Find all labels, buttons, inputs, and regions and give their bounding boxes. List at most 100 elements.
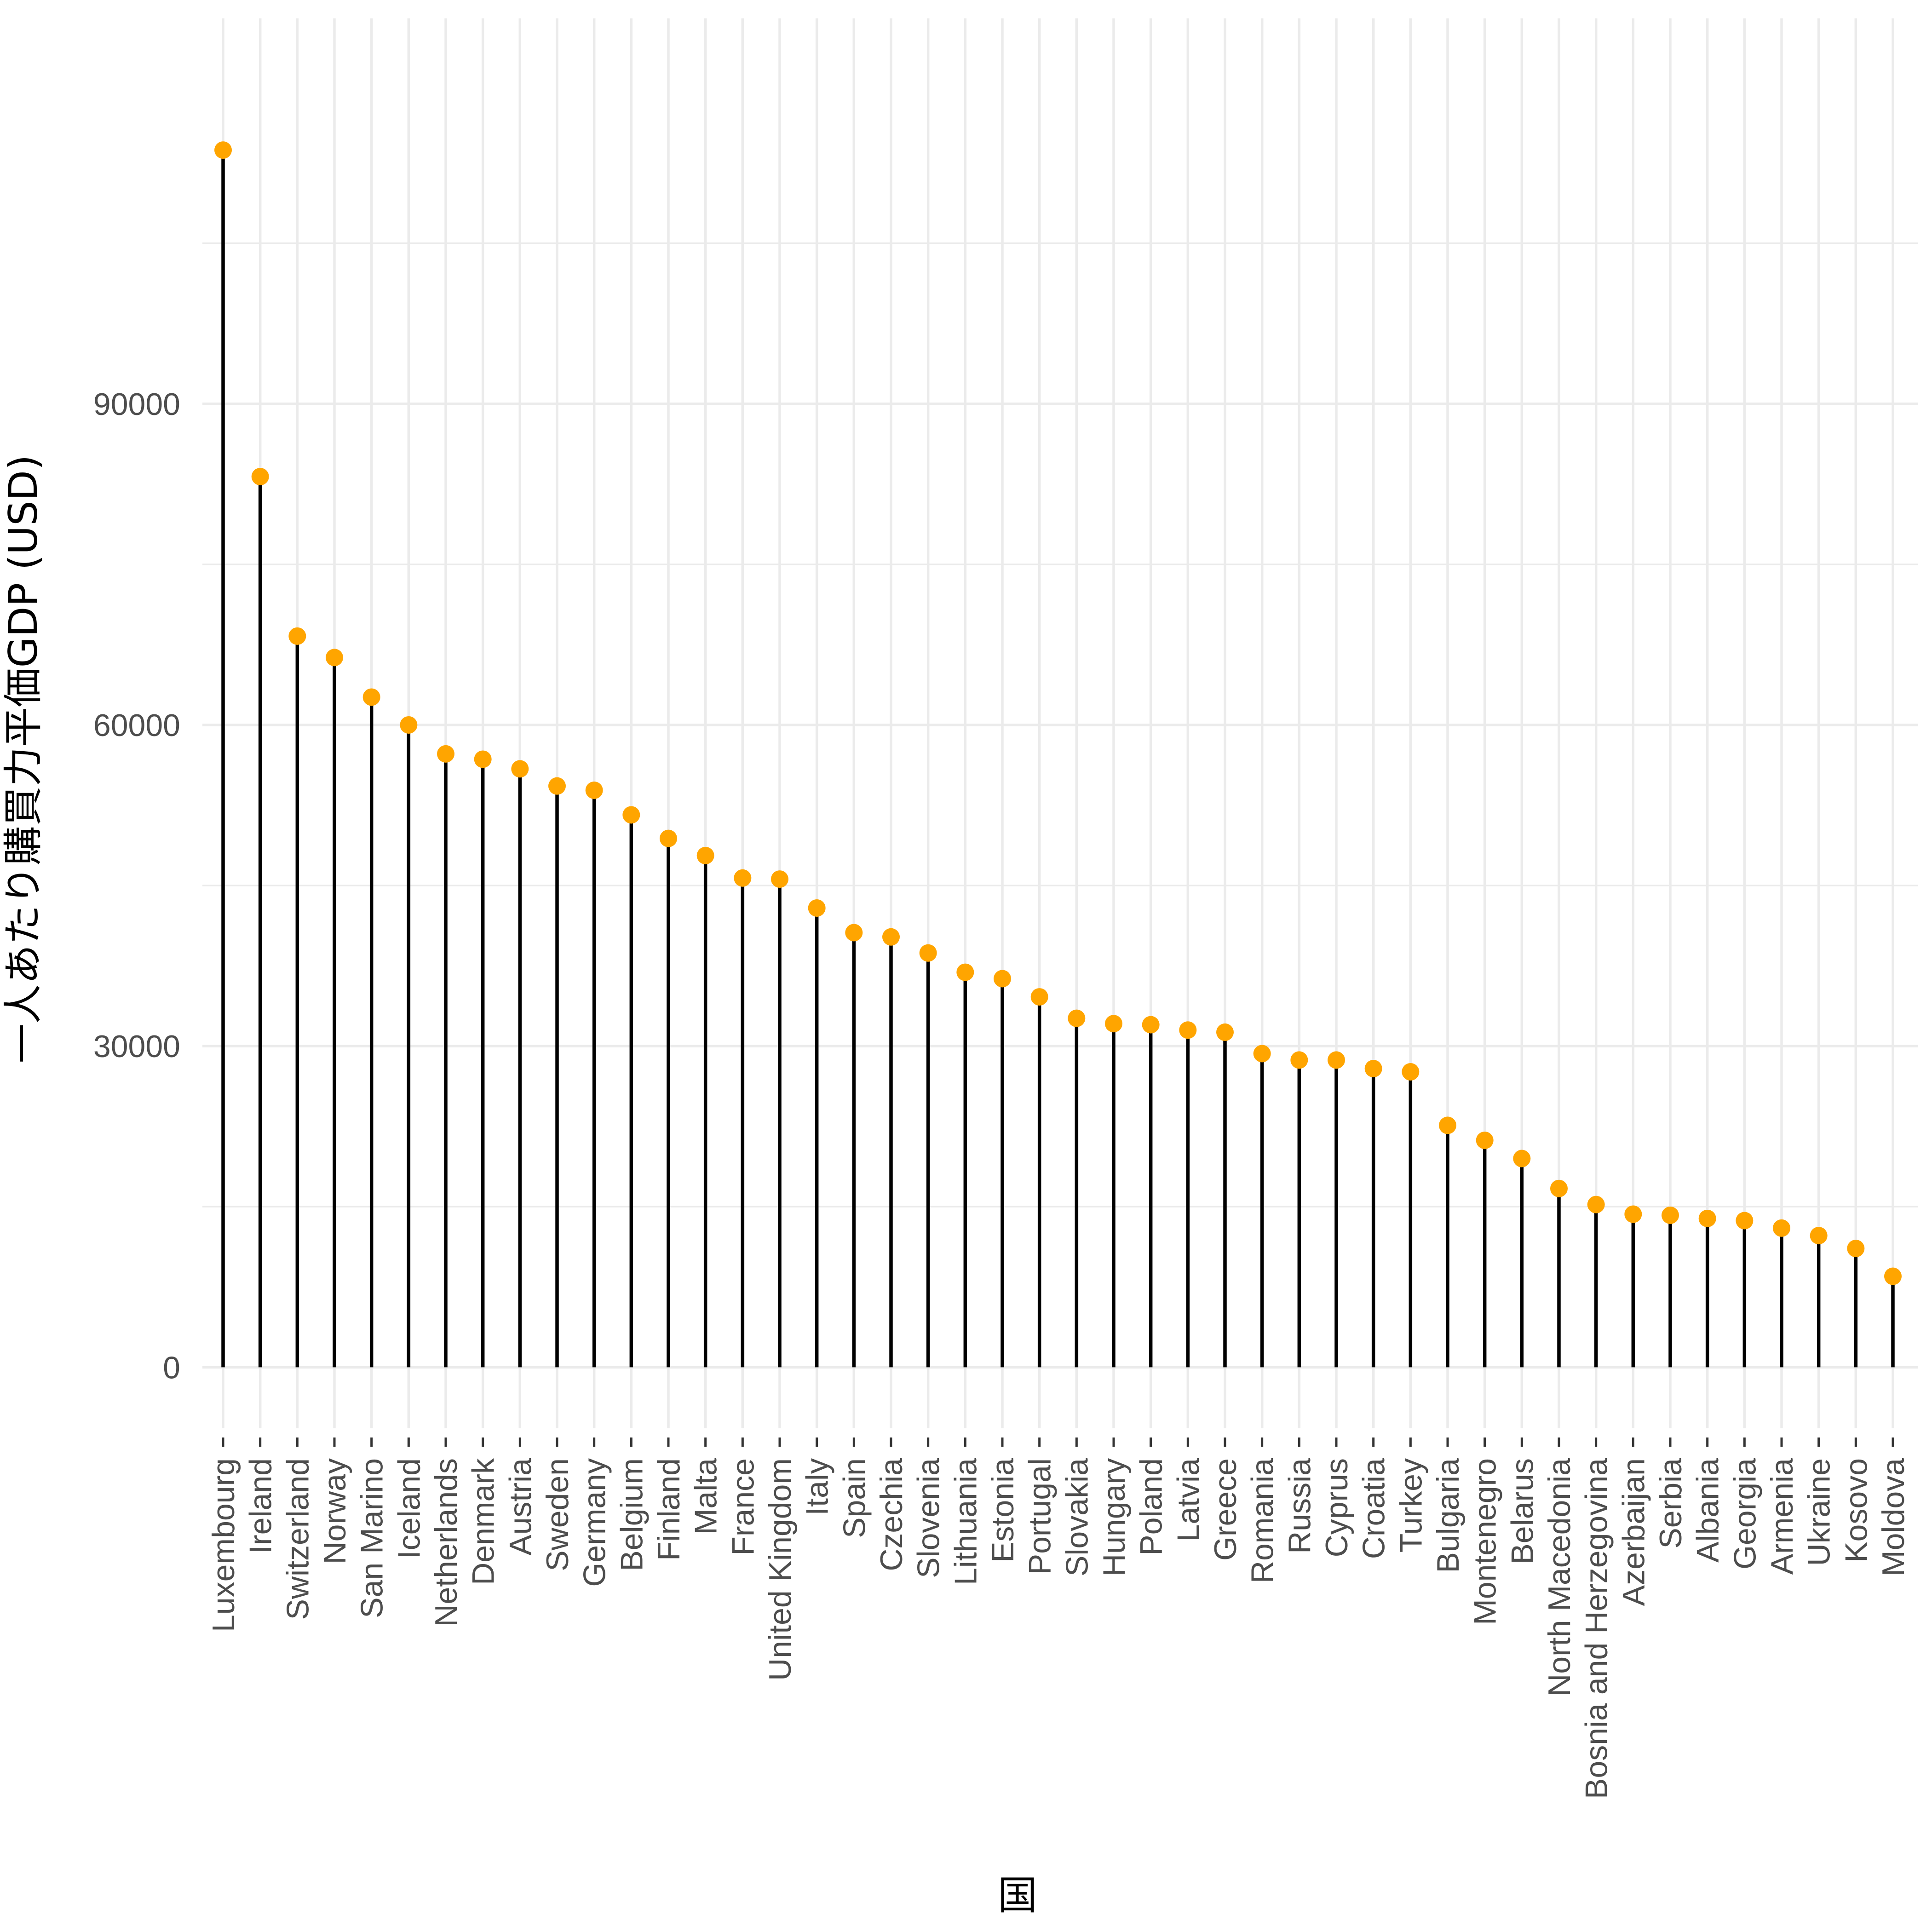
y-tick-label: 30000 bbox=[93, 1029, 180, 1064]
x-tick-label: Turkey bbox=[1393, 1458, 1428, 1552]
x-tick-label: Romania bbox=[1245, 1458, 1280, 1583]
point-switzerland bbox=[288, 627, 306, 645]
point-serbia bbox=[1662, 1206, 1679, 1224]
point-russia bbox=[1290, 1051, 1308, 1069]
y-tick-label: 60000 bbox=[93, 708, 180, 743]
x-tick-label: North Macedonia bbox=[1542, 1458, 1577, 1696]
x-tick-label: Latvia bbox=[1171, 1458, 1206, 1542]
x-tick-label: Moldova bbox=[1876, 1458, 1911, 1576]
point-estonia bbox=[994, 970, 1011, 988]
point-malta bbox=[696, 846, 714, 864]
point-czechia bbox=[882, 928, 900, 946]
point-slovakia bbox=[1068, 1009, 1086, 1027]
x-tick-label: Czechia bbox=[874, 1458, 909, 1571]
point-ukraine bbox=[1810, 1227, 1828, 1245]
x-tick-label: Sweden bbox=[540, 1458, 575, 1571]
point-cyprus bbox=[1328, 1051, 1345, 1069]
points bbox=[214, 141, 1902, 1285]
x-axis-ticks: Luxembourg Ireland Switzerland Norway San Ma… bbox=[206, 1438, 1911, 1799]
y-tick-label: 0 bbox=[163, 1350, 180, 1385]
point-moldova bbox=[1884, 1267, 1902, 1285]
point-ireland bbox=[251, 468, 269, 486]
point-netherlands bbox=[437, 745, 454, 763]
point-sweden bbox=[548, 777, 566, 795]
x-tick-label: Belgium bbox=[614, 1458, 649, 1571]
y-tick-label: 90000 bbox=[93, 387, 180, 422]
point-germany bbox=[585, 781, 603, 799]
x-tick-label: United Kingdom bbox=[763, 1458, 798, 1681]
point-san-marino bbox=[362, 688, 380, 706]
point-portugal bbox=[1030, 988, 1048, 1006]
point-hungary bbox=[1105, 1015, 1122, 1033]
x-tick-label: Slovenia bbox=[911, 1458, 946, 1578]
point-slovenia bbox=[919, 944, 937, 962]
x-tick-label: France bbox=[725, 1458, 760, 1556]
x-tick-label: Switzerland bbox=[280, 1458, 315, 1620]
x-tick-label: Norway bbox=[317, 1458, 352, 1564]
point-croatia bbox=[1364, 1060, 1382, 1078]
point-poland bbox=[1142, 1016, 1160, 1034]
x-tick-label: Croatia bbox=[1357, 1458, 1392, 1559]
x-tick-label: Portugal bbox=[1023, 1458, 1058, 1575]
point-united-kingdom bbox=[771, 870, 788, 888]
x-tick-label: Serbia bbox=[1653, 1458, 1688, 1549]
point-turkey bbox=[1402, 1063, 1420, 1081]
y-axis-title: 一人あたり購買力平価GDP (USD) bbox=[0, 455, 46, 1064]
point-spain bbox=[845, 924, 863, 942]
point-north-macedonia bbox=[1550, 1179, 1568, 1197]
point-belgium bbox=[622, 806, 640, 824]
point-bosnia-and-herzegovina bbox=[1587, 1196, 1605, 1213]
x-tick-label: Bulgaria bbox=[1431, 1458, 1466, 1573]
x-tick-label: Slovakia bbox=[1059, 1458, 1094, 1576]
point-belarus bbox=[1513, 1150, 1531, 1167]
point-albania bbox=[1698, 1209, 1716, 1227]
x-tick-label: Cyprus bbox=[1319, 1458, 1354, 1557]
x-tick-label: Ukraine bbox=[1802, 1458, 1837, 1566]
x-tick-label: Armenia bbox=[1765, 1458, 1800, 1575]
x-tick-label: Luxembourg bbox=[206, 1458, 241, 1632]
x-tick-label: Greece bbox=[1208, 1458, 1243, 1561]
point-luxembourg bbox=[214, 141, 232, 159]
grid-lines bbox=[202, 18, 1918, 1428]
point-montenegro bbox=[1476, 1131, 1494, 1149]
x-tick-label: Spain bbox=[837, 1458, 872, 1538]
point-azerbaijan bbox=[1624, 1205, 1642, 1223]
x-tick-label: Denmark bbox=[466, 1458, 501, 1585]
x-tick-label: Ireland bbox=[243, 1458, 278, 1554]
x-tick-label: Hungary bbox=[1097, 1458, 1132, 1576]
point-iceland bbox=[400, 716, 418, 734]
x-tick-label: Belarus bbox=[1505, 1458, 1540, 1564]
x-tick-label: Albania bbox=[1690, 1458, 1725, 1563]
point-finland bbox=[660, 829, 677, 847]
x-tick-label: Finland bbox=[651, 1458, 686, 1561]
x-tick-label: Italy bbox=[800, 1458, 835, 1516]
x-tick-label: Poland bbox=[1134, 1458, 1169, 1556]
point-kosovo bbox=[1847, 1240, 1865, 1258]
point-denmark bbox=[474, 750, 492, 768]
point-romania bbox=[1253, 1045, 1271, 1063]
point-austria bbox=[511, 760, 529, 778]
x-tick-label: Kosovo bbox=[1839, 1458, 1874, 1563]
point-lithuania bbox=[956, 963, 974, 981]
x-tick-label: Malta bbox=[689, 1458, 724, 1535]
y-axis-ticks: 0 30000 60000 90000 bbox=[93, 387, 180, 1386]
x-tick-label: Azerbaijan bbox=[1616, 1458, 1651, 1606]
x-tick-label: Montenegro bbox=[1468, 1458, 1503, 1625]
point-france bbox=[734, 869, 752, 887]
point-bulgaria bbox=[1439, 1116, 1456, 1134]
point-armenia bbox=[1773, 1219, 1790, 1237]
point-georgia bbox=[1736, 1212, 1754, 1230]
point-greece bbox=[1216, 1023, 1234, 1041]
x-tick-label: Russia bbox=[1282, 1458, 1317, 1554]
x-tick-label: Austria bbox=[503, 1458, 538, 1556]
x-tick-label: Germany bbox=[577, 1458, 612, 1587]
stems bbox=[221, 150, 1895, 1368]
x-axis-title: 国 bbox=[998, 1873, 1037, 1919]
x-tick-label: Netherlands bbox=[429, 1458, 464, 1627]
x-tick-label: Iceland bbox=[391, 1458, 426, 1559]
x-tick-label: San Marino bbox=[355, 1458, 390, 1618]
x-tick-label: Bosnia and Herzegovina bbox=[1579, 1458, 1614, 1799]
point-norway bbox=[326, 649, 343, 667]
x-tick-label: Lithuania bbox=[948, 1458, 983, 1585]
